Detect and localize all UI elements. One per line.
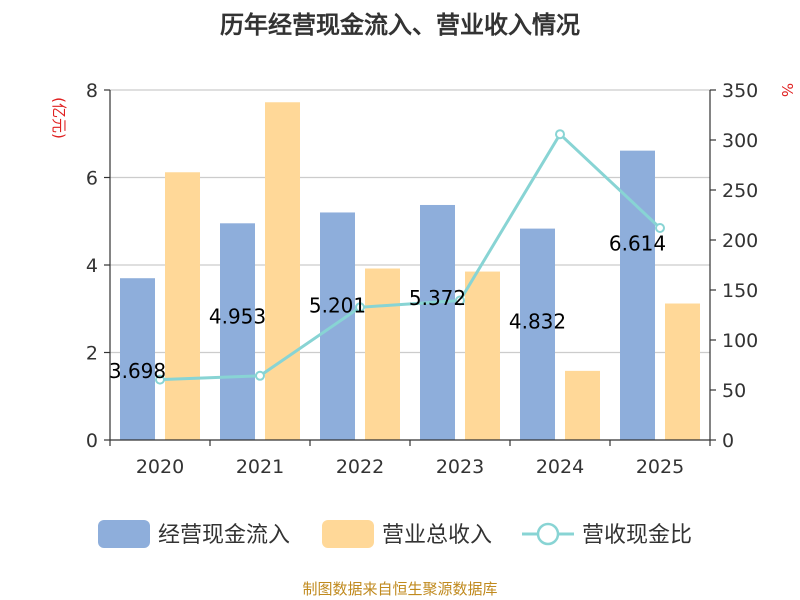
bar-group xyxy=(120,102,700,440)
right-tick-label: 0 xyxy=(722,430,734,452)
bar xyxy=(265,102,300,440)
left-tick-label: 6 xyxy=(86,168,98,190)
legend-label: 营收现金比 xyxy=(582,523,692,548)
right-tick-label: 300 xyxy=(722,130,758,152)
chart-title: 历年经营现金流入、营业收入情况 xyxy=(220,11,580,39)
ratio-point xyxy=(555,129,565,140)
right-tick-label: 100 xyxy=(722,330,758,352)
legend: 经营现金流入 营业总收入 营收现金比 xyxy=(98,520,692,548)
left-tick-label: 0 xyxy=(86,430,98,452)
right-tick-label: 200 xyxy=(722,230,758,252)
bar xyxy=(365,268,400,440)
data-label: 4.953 xyxy=(209,304,266,328)
legend-swatch xyxy=(322,520,374,548)
bar xyxy=(465,271,500,440)
x-tick-label: 2023 xyxy=(436,456,484,478)
bar xyxy=(620,150,655,440)
bar xyxy=(520,228,555,440)
axes: 0 2 4 6 8 0 50 100 150 200 250 300 350 2020 2021 2022 20… xyxy=(86,80,758,478)
legend-marker xyxy=(536,522,560,546)
data-labels: 3.698 4.953 5.201 5.372 4.832 6.614 xyxy=(109,232,666,384)
left-axis-unit: (亿元) xyxy=(50,97,68,139)
ratio-line xyxy=(155,129,665,385)
right-tick-label: 50 xyxy=(722,380,746,402)
x-tick-label: 2020 xyxy=(136,456,184,478)
left-tick-label: 4 xyxy=(86,255,98,277)
source-note: 制图数据来自恒生聚源数据库 xyxy=(302,580,497,598)
right-tick-label: 250 xyxy=(722,180,758,202)
data-label: 5.372 xyxy=(409,286,466,310)
legend-label: 经营现金流入 xyxy=(158,523,290,548)
right-tick-label: 150 xyxy=(722,280,758,302)
bar xyxy=(165,172,200,440)
ratio-point xyxy=(155,374,165,385)
legend-swatch xyxy=(98,520,150,548)
bar xyxy=(565,370,600,440)
data-label: 6.614 xyxy=(609,232,666,256)
gridlines xyxy=(110,89,710,354)
ratio-point xyxy=(355,302,365,313)
x-tick-label: 2021 xyxy=(236,456,284,478)
x-tick-label: 2024 xyxy=(536,456,584,478)
x-tick-label: 2025 xyxy=(636,456,684,478)
ratio-point xyxy=(455,295,465,306)
legend-label: 营业总收入 xyxy=(382,523,492,548)
bar xyxy=(420,204,455,440)
bar xyxy=(220,223,255,440)
ratio-point xyxy=(655,223,665,233)
right-axis-unit: % xyxy=(778,83,796,97)
left-tick-label: 8 xyxy=(86,80,98,102)
x-tick-label: 2022 xyxy=(336,456,384,478)
ratio-point xyxy=(255,370,265,381)
bar xyxy=(665,303,700,440)
right-tick-label: 350 xyxy=(722,80,758,102)
bar xyxy=(320,212,355,440)
data-label: 3.698 xyxy=(109,359,166,383)
bar xyxy=(120,278,155,440)
left-tick-label: 2 xyxy=(86,343,98,365)
data-label: 5.201 xyxy=(309,293,366,317)
ratio-line-path xyxy=(159,131,662,382)
data-label: 4.832 xyxy=(509,310,566,334)
